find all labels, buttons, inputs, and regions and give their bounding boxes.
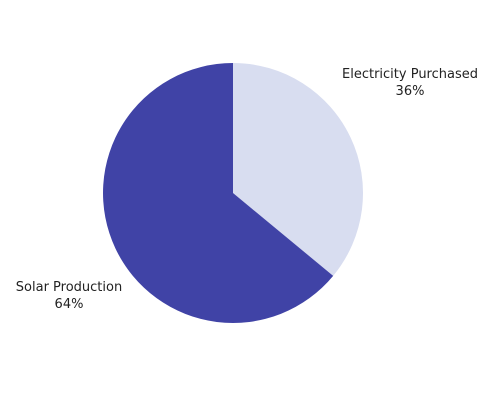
pie-slice-solar-production [103,63,334,323]
slice-label-name: Solar Production [16,280,122,295]
slice-label-percent: 64% [55,297,84,312]
pie-slice-electricity-purchased [233,63,364,276]
slice-label-name: Electricity Purchased [342,67,478,82]
slice-label-percent: 36% [396,84,425,99]
pie-slices [103,63,364,323]
slice-labels: Electricity Purchased 36% Solar Production… [16,67,478,312]
